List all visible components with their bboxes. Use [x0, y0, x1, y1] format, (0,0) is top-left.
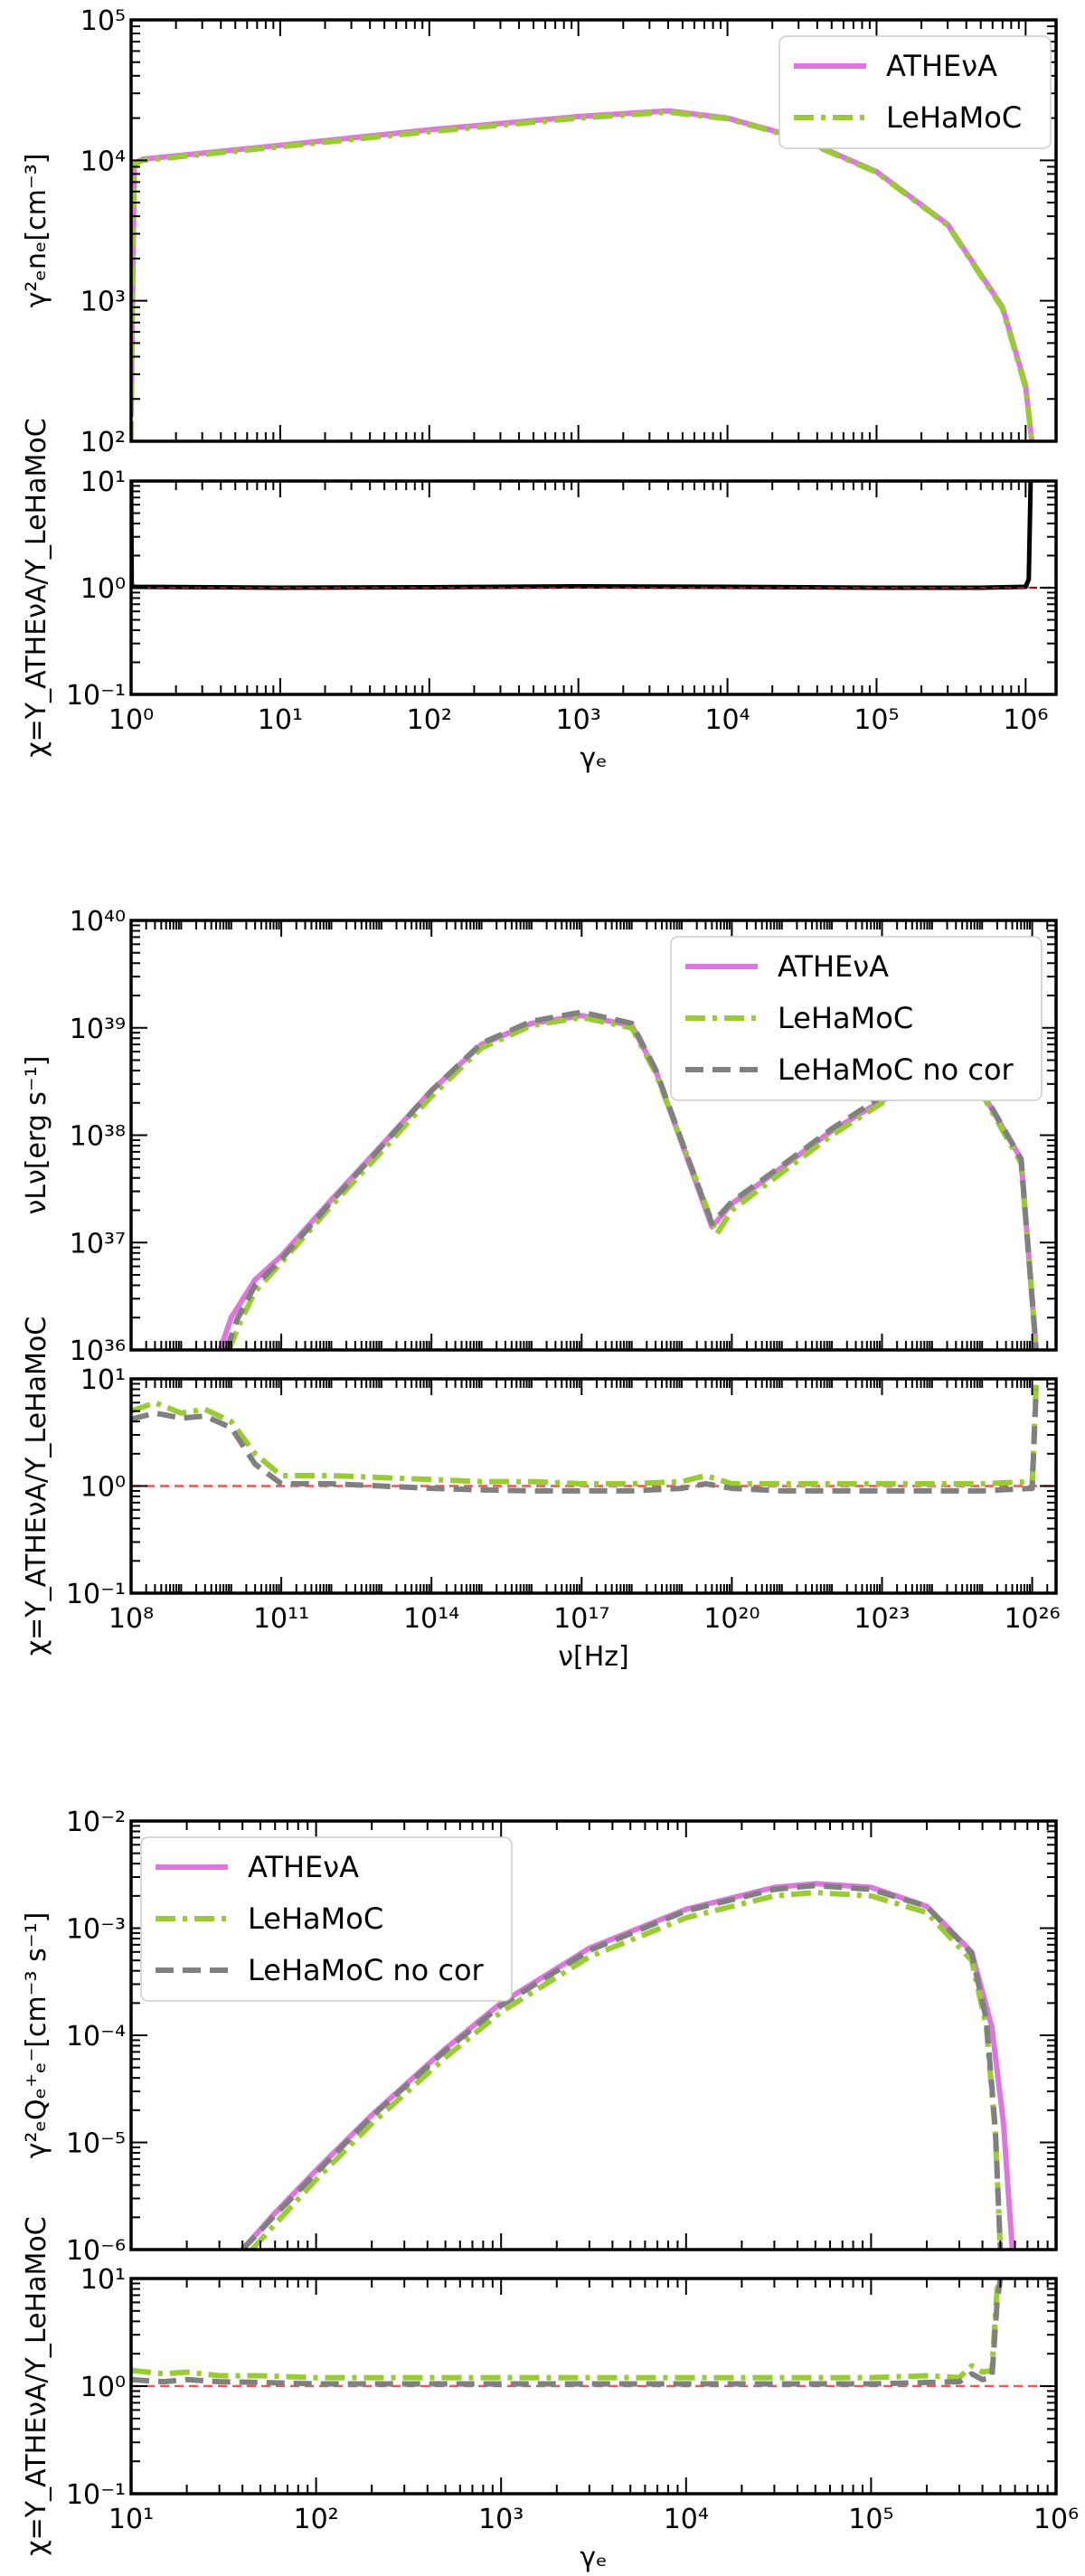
chart-0-ratio-series-0-line — [131, 481, 1033, 590]
chart-2-bottom-ytick-label: 10⁻¹ — [66, 2479, 126, 2511]
chart-1-ratio-series — [131, 1383, 1056, 1494]
chart-1-legend: ATHEνA LeHaMoC LeHaMoC no cor — [670, 936, 1043, 1101]
chart-1-top-ytick-label: 10³⁸ — [70, 1121, 126, 1153]
chart-0-bottom-ylabel: χ=Y_ATHEνA/Y_LeHaMoC — [21, 418, 52, 757]
chart-0-top-series — [131, 108, 1035, 441]
chart-2-legend-label-1: LeHaMoC — [248, 1901, 383, 1936]
chart-2-top-ytick-label: 10⁻³ — [66, 1914, 126, 1946]
chart-0-bottom-ytick-label: 10⁻¹ — [66, 680, 126, 712]
chart-1-bottom-ytick-label: 10⁰ — [80, 1472, 126, 1504]
chart-1-ratio-series-0-line — [131, 1383, 1039, 1486]
chart-1-legend-box — [670, 936, 1043, 1101]
chart-2-ratio-series-1-line — [131, 2279, 1004, 2387]
chart-1-top-ytick-label: 10⁴⁰ — [70, 906, 126, 938]
chart-1-top-ylabel: νLν[erg s⁻¹] — [21, 1056, 52, 1215]
chart-2-xtick-label: 10² — [293, 2504, 338, 2535]
chart-1-xlabel: ν[Hz] — [558, 1641, 628, 1673]
chart-1-legend-label-1: LeHaMoC — [778, 1001, 913, 1035]
chart-0-top-ylabel: γ²ₑnₑ[cm⁻³] — [21, 154, 52, 308]
chart-1-bottom-ylabel: χ=Y_ATHEνA/Y_LeHaMoC — [21, 1316, 52, 1656]
chart-0-xtick-label: 10¹ — [258, 704, 303, 736]
chart-0-xtick-label: 10⁵ — [854, 704, 899, 736]
chart-2-series-2-line — [241, 1882, 1004, 2250]
chart-0-xtick-label: 10⁴ — [704, 704, 750, 736]
chart-1-xtick-label: 10²⁰ — [703, 1603, 760, 1635]
chart-1-xtick-label: 10¹¹ — [253, 1603, 309, 1635]
chart-0-bottom-ytick-label: 10¹ — [80, 467, 126, 498]
chart-2-top-ylabel: γ²ₑQₑ⁺ₑ⁻[cm⁻³ s⁻¹] — [21, 1912, 52, 2159]
chart-1-top-ytick-label: 10³⁹ — [70, 1014, 126, 1045]
chart-0-bottom-ytick-label: 10⁰ — [80, 573, 126, 605]
chart-2-bottom-ytick-label: 10⁰ — [80, 2372, 126, 2403]
chart-1-legend-label-0: ATHEνA — [778, 949, 889, 984]
chart-2-top-ytick-label: 10⁻² — [66, 1807, 126, 1838]
chart-2-top-ytick-label: 10⁻⁶ — [66, 2235, 126, 2267]
chart-2-series-1-line — [250, 1890, 1004, 2250]
chart-2-xtick-label: 10¹ — [108, 2504, 154, 2535]
chart-2-xtick-label: 10⁴ — [664, 2504, 709, 2535]
chart-1-xtick-label: 10²³ — [854, 1603, 910, 1635]
chart-1-xtick-label: 10⁸ — [108, 1603, 154, 1635]
chart-0-xtick-label: 10⁶ — [1003, 704, 1048, 736]
chart-1-xtick-label: 10¹⁴ — [403, 1603, 459, 1635]
chart-2-xtick-label: 10³ — [478, 2504, 524, 2535]
chart-0-xtick-label: 10² — [407, 704, 452, 736]
chart-2-xtick-label: 10⁶ — [1033, 2504, 1079, 2535]
chart-0-top-ytick-label: 10⁵ — [80, 5, 126, 37]
chart-2-ratio-series — [131, 2279, 1056, 2388]
chart-0-ratio-series — [131, 481, 1056, 590]
chart-0-xtick-label: 10³ — [556, 704, 601, 736]
chart-0-top-ytick-label: 10⁴ — [80, 146, 126, 177]
chart-0-legend-label-0: ATHEνA — [886, 49, 997, 83]
chart-0-legend: ATHEνA LeHaMoC — [778, 35, 1052, 149]
chart-0-series-0-line — [131, 108, 1035, 441]
chart-1-bottom-ytick-label: 10⁻¹ — [66, 1579, 126, 1610]
chart-2-xtick-label: 10⁵ — [848, 2504, 893, 2535]
chart-2-legend-label-0: ATHEνA — [248, 1850, 359, 1884]
chart-0-top-ytick-label: 10² — [80, 427, 126, 458]
chart-0-top-frame — [129, 18, 1058, 443]
chart-2-bottom-ytick-label: 10¹ — [80, 2264, 126, 2296]
chart-2-legend-box — [140, 1836, 513, 2002]
chart-0-legend-label-1: LeHaMoC — [886, 100, 1022, 135]
chart-2-legend-label-2: LeHaMoC no cor — [248, 1953, 485, 1987]
chart-2-bottom-ylabel: χ=Y_ATHEνA/Y_LeHaMoC — [21, 2216, 52, 2555]
chart-1-top-ytick-label: 10³⁷ — [70, 1228, 126, 1260]
chart-1-xtick-label: 10¹⁷ — [553, 1603, 609, 1635]
chart-0-top-ytick-label: 10³ — [80, 287, 126, 318]
chart-2-xlabel: γₑ — [580, 2542, 607, 2573]
chart-1-ratio-series-1-line — [131, 1389, 1039, 1494]
chart-1-bottom-ytick-label: 10¹ — [80, 1364, 126, 1396]
chart-0-xlabel: γₑ — [580, 742, 607, 774]
chart-0-xtick-label: 10⁰ — [108, 704, 154, 736]
chart-2-top-ytick-label: 10⁻⁵ — [66, 2128, 126, 2160]
chart-2-ratio-series-0-line — [131, 2279, 1004, 2381]
chart-1-top-ytick-label: 10³⁶ — [70, 1335, 126, 1367]
chart-1-xtick-label: 10²⁶ — [1004, 1603, 1060, 1635]
chart-1-legend-label-2: LeHaMoC no cor — [778, 1052, 1014, 1087]
chart-2-top-series — [240, 1881, 1015, 2250]
chart-1-series-2-line — [223, 1009, 1039, 1350]
chart-0-series-1-line — [131, 109, 1035, 441]
chart-2-legend: ATHEνA LeHaMoC LeHaMoC no cor — [140, 1836, 513, 2002]
chart-2-top-ytick-label: 10⁻⁴ — [66, 2021, 126, 2052]
